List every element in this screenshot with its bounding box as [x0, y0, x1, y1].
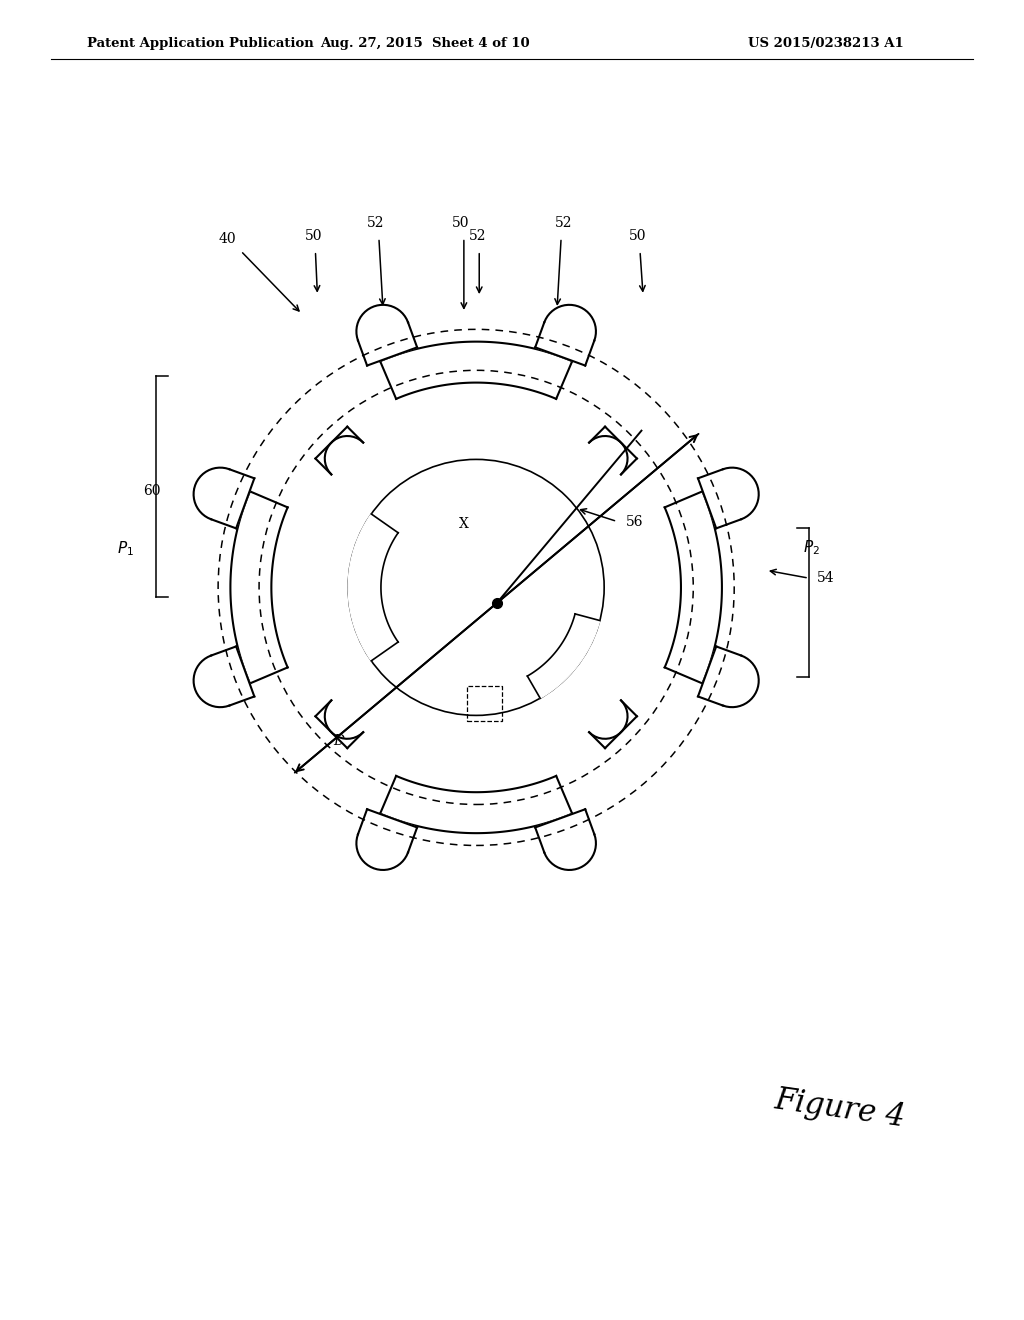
Polygon shape	[380, 342, 572, 399]
Text: Patent Application Publication: Patent Application Publication	[87, 37, 313, 50]
Polygon shape	[536, 809, 596, 870]
Polygon shape	[315, 426, 364, 474]
Polygon shape	[356, 809, 417, 870]
Text: 52: 52	[468, 228, 486, 243]
Polygon shape	[698, 647, 759, 708]
Polygon shape	[356, 305, 417, 366]
Text: 60: 60	[142, 483, 161, 498]
Text: D: D	[333, 734, 344, 748]
Text: 44: 44	[400, 544, 419, 557]
Text: 50: 50	[304, 228, 323, 243]
Text: X: X	[459, 517, 469, 531]
Text: 40: 40	[218, 231, 237, 246]
Text: Figure 4: Figure 4	[772, 1084, 907, 1134]
Polygon shape	[194, 467, 254, 528]
Polygon shape	[315, 701, 364, 748]
Text: 52: 52	[554, 215, 572, 230]
Text: US 2015/0238213 A1: US 2015/0238213 A1	[748, 37, 903, 50]
Text: 52: 52	[191, 487, 210, 502]
Text: $P_2$: $P_2$	[803, 539, 819, 557]
Polygon shape	[348, 513, 398, 661]
Polygon shape	[589, 426, 637, 474]
Text: $P_1$: $P_1$	[118, 540, 134, 558]
Polygon shape	[536, 305, 596, 366]
Polygon shape	[230, 491, 288, 684]
Polygon shape	[527, 614, 600, 698]
Text: Aug. 27, 2015  Sheet 4 of 10: Aug. 27, 2015 Sheet 4 of 10	[321, 37, 529, 50]
Ellipse shape	[348, 459, 604, 715]
Polygon shape	[380, 776, 572, 833]
Polygon shape	[194, 647, 254, 708]
Text: 54: 54	[817, 572, 835, 585]
Polygon shape	[665, 491, 722, 684]
Text: 44: 44	[519, 607, 537, 622]
Text: 50: 50	[629, 228, 647, 243]
Polygon shape	[698, 467, 759, 528]
Text: 56: 56	[626, 515, 643, 528]
Polygon shape	[589, 701, 637, 748]
Text: 52: 52	[367, 215, 385, 230]
Text: 50: 50	[452, 215, 470, 230]
